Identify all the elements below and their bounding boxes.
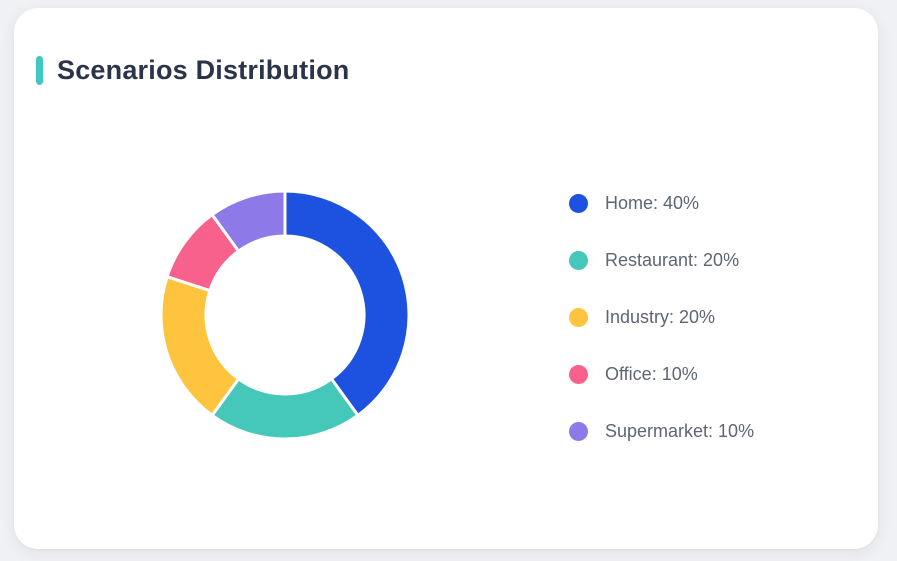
legend-label: Office: 10% xyxy=(605,364,698,384)
legend-label: Restaurant: 20% xyxy=(605,250,740,270)
legend-dot-industry xyxy=(569,307,588,327)
legend-item-office[interactable]: Office: 10% xyxy=(569,362,754,386)
legend-item-home[interactable]: Home: 40% xyxy=(569,191,754,215)
legend-dot-restaurant xyxy=(569,250,588,270)
card-header: Scenarios Distribution xyxy=(36,54,349,86)
legend-item-industry[interactable]: Industry: 20% xyxy=(569,305,754,329)
donut-slice-home[interactable] xyxy=(283,189,411,417)
legend-label: Industry: 20% xyxy=(605,307,716,327)
legend-item-restaurant[interactable]: Restaurant: 20% xyxy=(569,248,754,272)
legend-dot-home xyxy=(569,193,588,213)
donut-slice-restaurant[interactable] xyxy=(210,377,360,441)
title-accent-bar xyxy=(36,55,43,85)
donut-slice-industry[interactable] xyxy=(159,275,241,417)
card-title: Scenarios Distribution xyxy=(57,55,350,85)
legend-label: Home: 40% xyxy=(605,193,700,213)
chart-legend: Home: 40% Restaurant: 20% Industry: 20% Off… xyxy=(569,191,754,443)
legend-item-supermarket[interactable]: Supermarket: 10% xyxy=(569,419,754,443)
scenarios-distribution-card: Scenarios Distribution Home: 40% Restaura… xyxy=(14,8,878,549)
legend-dot-supermarket xyxy=(569,421,588,441)
legend-dot-office xyxy=(569,364,588,384)
donut-chart-svg xyxy=(159,189,411,441)
donut-chart xyxy=(155,185,415,445)
donut-slice-supermarket[interactable] xyxy=(210,189,287,253)
legend-label: Supermarket: 10% xyxy=(605,421,755,441)
